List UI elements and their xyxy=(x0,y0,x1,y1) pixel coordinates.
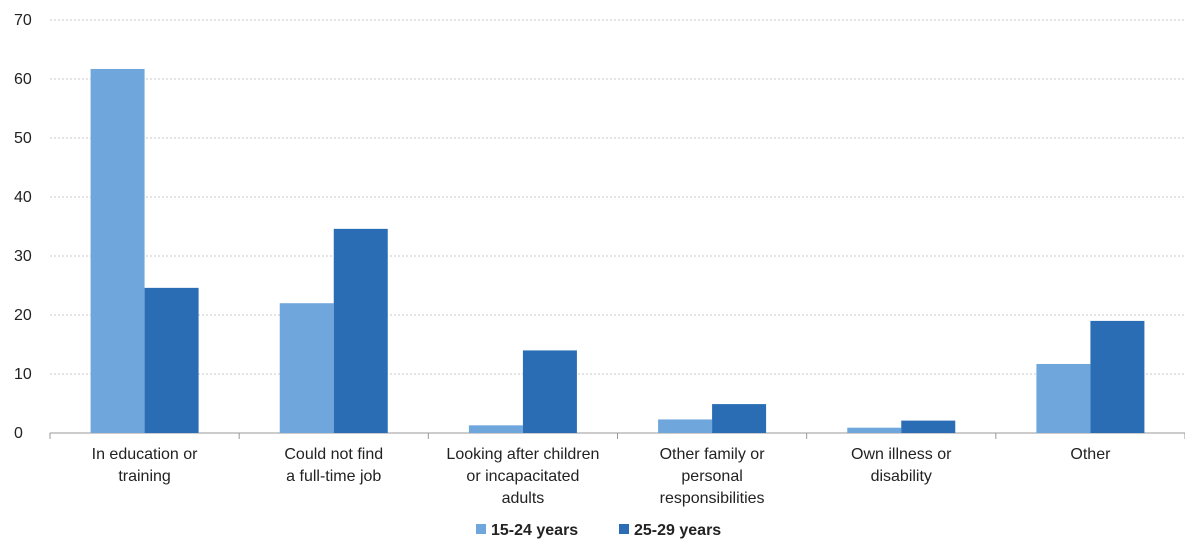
bar-25-29-years-in-education-or-training xyxy=(144,287,199,433)
y-tick-label-10: 10 xyxy=(14,366,32,383)
bar-25-29-years-other xyxy=(1090,320,1145,433)
x-category-label-other: Other xyxy=(1070,446,1111,463)
y-tick-label-70: 70 xyxy=(14,12,32,29)
bar-25-29-years-own-illness-or-disability xyxy=(901,420,956,433)
legend-label-25-29-years: 25-29 years xyxy=(634,522,721,539)
y-tick-label-30: 30 xyxy=(14,248,32,265)
legend-swatch-25-29-years xyxy=(619,524,629,534)
y-tick-label-0: 0 xyxy=(14,425,23,442)
y-tick-label-50: 50 xyxy=(14,130,32,147)
x-category-label-looking-after-children-or-incapacitated-adults: Looking after children or incapacitated ad… xyxy=(446,446,599,507)
y-tick-label-60: 60 xyxy=(14,71,32,88)
x-category-label-line: Other family or xyxy=(660,446,766,463)
x-category-label-line: Own illness or xyxy=(851,446,952,463)
x-category-label-line: responsibilities xyxy=(660,490,765,507)
y-tick-label-40: 40 xyxy=(14,189,32,206)
x-category-label-line: a full-time job xyxy=(286,468,381,485)
bar-15-24-years-in-education-or-training xyxy=(90,68,145,433)
bar-15-24-years-looking-after-children-or-incapacitated-adults xyxy=(468,425,523,433)
bar-15-24-years-could-not-find-a-full-time-job xyxy=(279,303,334,433)
x-category-label-could-not-find-a-full-time-job: Could not find a full-time job xyxy=(284,446,383,485)
x-category-label-line: training xyxy=(118,468,170,485)
x-category-label-line: Could not find xyxy=(284,446,383,463)
y-tick-label-20: 20 xyxy=(14,307,32,324)
x-category-label-line: or incapacitated xyxy=(466,468,579,485)
x-category-label-line: disability xyxy=(871,468,932,485)
legend-label-15-24-years: 15-24 years xyxy=(491,522,578,539)
x-category-label-line: adults xyxy=(502,490,545,507)
x-category-label-line: In education or xyxy=(92,446,199,463)
x-category-label-line: Other xyxy=(1070,446,1111,463)
x-category-label-line: personal xyxy=(681,468,742,485)
x-category-label-own-illness-or-disability: Own illness or disability xyxy=(851,446,952,485)
legend-swatch-15-24-years xyxy=(476,524,486,534)
x-category-label-in-education-or-training: In education or training xyxy=(92,446,199,485)
bar-15-24-years-other xyxy=(1036,363,1091,433)
bar-25-29-years-looking-after-children-or-incapacitated-adults xyxy=(522,350,577,433)
bar-25-29-years-could-not-find-a-full-time-job xyxy=(333,228,388,433)
bar-15-24-years-other-family-or-personal-responsibilities xyxy=(658,419,713,433)
bar-25-29-years-other-family-or-personal-responsibilities xyxy=(712,404,767,433)
x-category-label-other-family-or-personal-responsibilities: Other family or personal responsibilities xyxy=(660,446,766,507)
x-category-label-line: Looking after children xyxy=(446,446,599,463)
bar-15-24-years-own-illness-or-disability xyxy=(847,427,902,433)
